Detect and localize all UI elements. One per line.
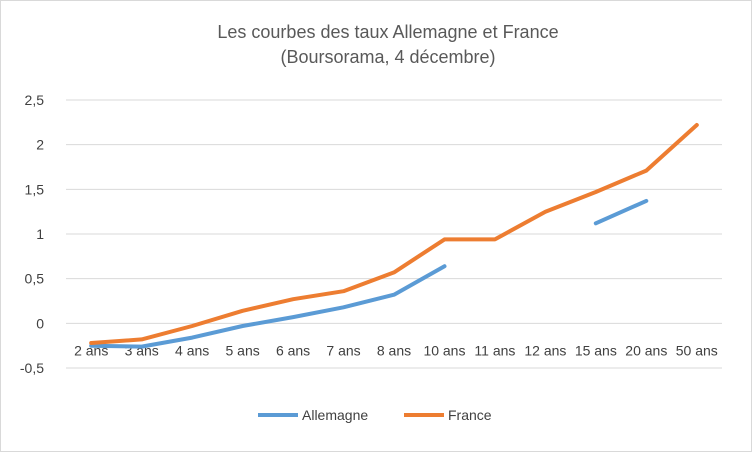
x-tick-label: 15 ans [575, 342, 617, 358]
y-tick-label: 2,5 [25, 92, 45, 108]
series-line-segment [593, 198, 649, 226]
series-allemagne [89, 198, 649, 349]
x-tick-label: 10 ans [423, 342, 465, 358]
x-tick-label: 7 ans [326, 342, 360, 358]
x-tick-label: 4 ans [175, 342, 209, 358]
legend: Allemagne France [258, 407, 492, 423]
y-tick-label: 0 [36, 315, 44, 331]
chart-title: Les courbes des taux Allemagne et France [217, 22, 558, 42]
legend-label: Allemagne [302, 407, 368, 423]
chart-subtitle: (Boursorama, 4 décembre) [280, 47, 495, 67]
y-tick-label: 1 [36, 226, 44, 242]
x-tick-label: 5 ans [225, 342, 259, 358]
x-tick-label: 12 ans [524, 342, 566, 358]
series-line-segment [89, 264, 447, 349]
x-tick-label: 6 ans [276, 342, 310, 358]
x-tick-label: 50 ans [676, 342, 718, 358]
x-tick-label: 20 ans [625, 342, 667, 358]
gridlines [66, 99, 722, 369]
x-tick-label: 8 ans [377, 342, 411, 358]
y-tick-label: 1,5 [25, 181, 45, 197]
series-line-segment [89, 123, 699, 345]
legend-label: France [448, 407, 492, 423]
series-france [89, 123, 699, 345]
y-axis-ticks: 2,5 2 1,5 1 0,5 0 -0,5 [20, 92, 44, 376]
y-tick-label: 2 [36, 137, 44, 153]
series-lines [89, 123, 699, 349]
x-tick-label: 11 ans [474, 342, 515, 358]
y-tick-label: -0,5 [20, 360, 44, 376]
y-tick-label: 0,5 [25, 271, 45, 287]
x-axis-ticks: 2 ans 3 ans 4 ans 5 ans 6 ans 7 ans 8 ans 10 an… [74, 342, 718, 358]
